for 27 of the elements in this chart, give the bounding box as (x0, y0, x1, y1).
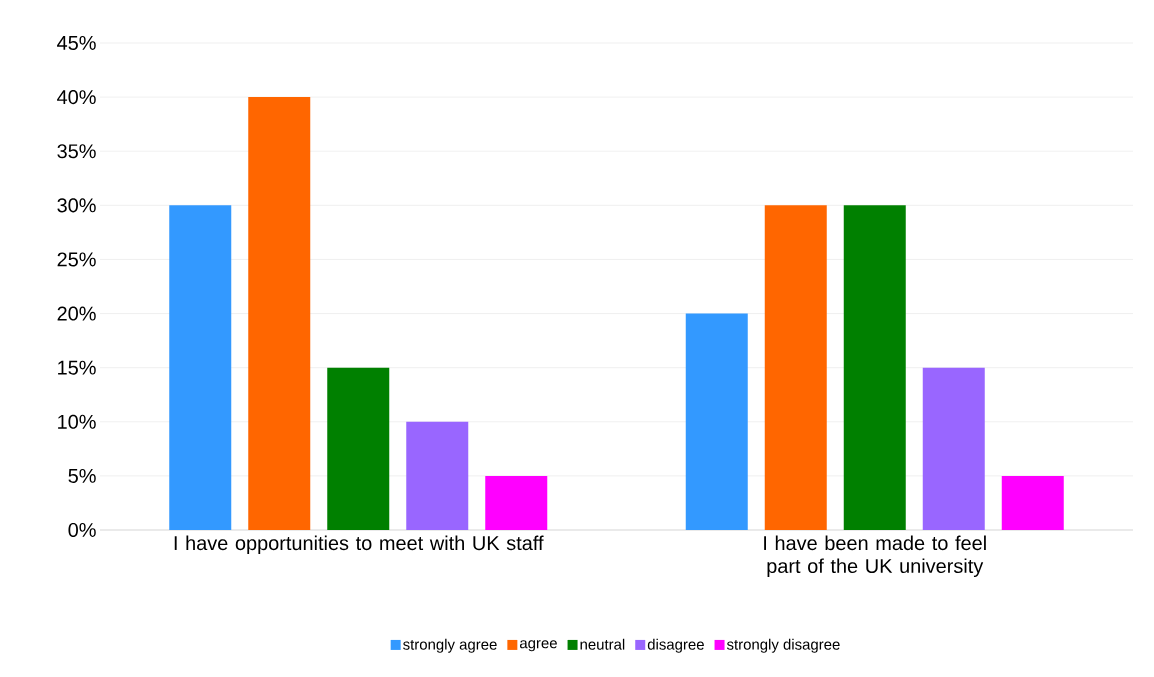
bar (327, 367, 390, 530)
bar (406, 421, 469, 530)
y-tick-label: 15% (58, 360, 96, 375)
y-tick-label: 25% (57, 252, 96, 267)
x-tick-label: I have opportunities to meet with UK staff (174, 535, 544, 555)
bar (1001, 475, 1064, 530)
bar (169, 205, 232, 530)
bar (843, 205, 906, 530)
legend-label: neutral (580, 638, 625, 650)
y-tick-label: 45% (57, 35, 96, 50)
y-tick-label: 40% (57, 90, 96, 105)
bar (248, 97, 311, 530)
bar (764, 205, 827, 530)
legend-label: strongly disagree (726, 638, 840, 653)
bar (485, 475, 548, 530)
bar (922, 367, 985, 530)
bar (685, 313, 748, 530)
legend-label: strongly agree (403, 638, 497, 653)
legend-label: disagree (647, 638, 704, 653)
y-tick-label: 20% (57, 306, 96, 321)
y-tick-label: 0% (68, 522, 96, 538)
y-tick-label: 30% (57, 198, 96, 213)
y-tick-label: 10% (58, 414, 96, 429)
legend-label: agree (519, 640, 557, 652)
y-tick-label: 35% (57, 144, 96, 159)
x-tick-label: I have been made to feel part of the UK university (764, 535, 986, 578)
y-tick-label: 5% (68, 468, 96, 483)
